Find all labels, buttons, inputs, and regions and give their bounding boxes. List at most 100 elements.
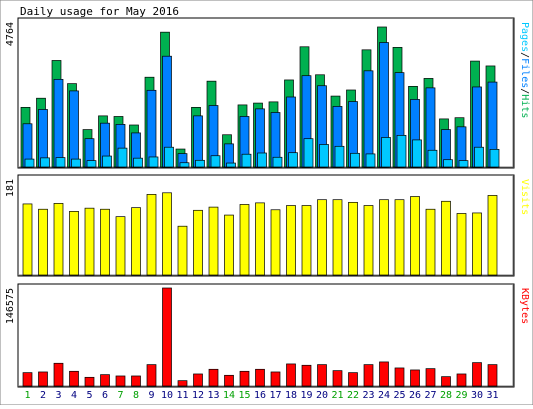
x-tick-label-day-29: 29: [455, 390, 467, 401]
y-max-label-2: 181: [5, 179, 16, 197]
kbytes-bar-day-14: [224, 374, 234, 387]
x-tick-label-day-2: 2: [40, 390, 46, 401]
side-label-part: /: [519, 88, 530, 94]
visits-bar-day-20: [317, 199, 327, 276]
side-label-3: KBytes: [519, 288, 530, 324]
x-tick-label-day-14: 14: [223, 390, 235, 401]
visits-bar-day-13: [208, 206, 219, 276]
visits-bar-day-27: [425, 208, 436, 276]
x-tick-label-day-9: 9: [148, 390, 154, 401]
x-tick-label-day-22: 22: [347, 390, 359, 401]
pages-bar-day-20: [319, 144, 329, 168]
x-tick-label-day-21: 21: [331, 390, 343, 401]
pages-bar-day-23: [365, 153, 376, 168]
visits-bar-day-21: [332, 199, 343, 276]
visits-bar-day-16: [255, 202, 265, 276]
pages-bar-day-24: [381, 137, 391, 168]
side-label-1: Pages/Files/Hits: [519, 22, 530, 118]
kbytes-bar-day-9: [146, 364, 157, 387]
visits-bar-day-24: [379, 199, 389, 276]
kbytes-bar-day-29: [456, 373, 467, 387]
x-tick-label-day-11: 11: [176, 390, 188, 401]
visits-bar-day-18: [286, 205, 296, 276]
files-bar-day-23: [363, 70, 374, 168]
side-label-2: Visits: [519, 179, 530, 215]
kbytes-bar-day-5: [84, 376, 95, 387]
pages-bar-day-11: [179, 162, 190, 168]
pages-bar-day-9: [148, 156, 159, 168]
kbytes-bar-day-31: [487, 364, 498, 387]
kbytes-bar-day-15: [239, 370, 250, 387]
visits-bar-day-12: [193, 209, 203, 276]
kbytes-bar-day-1: [22, 372, 33, 387]
pages-bar-day-27: [427, 149, 438, 168]
kbytes-bar-day-30: [472, 362, 482, 387]
visits-bar-day-15: [239, 204, 250, 276]
visits-bar-day-28: [441, 200, 451, 276]
pages-bar-day-17: [272, 156, 283, 168]
files-bar-day-3: [53, 78, 64, 168]
pages-bar-day-4: [71, 158, 81, 168]
x-tick-label-day-20: 20: [316, 390, 328, 401]
pages-bar-day-28: [443, 159, 453, 168]
visits-bar-day-2: [38, 208, 48, 276]
kbytes-bar-day-11: [177, 380, 188, 387]
x-tick-label-day-28: 28: [440, 390, 452, 401]
pages-bar-day-21: [334, 145, 345, 168]
visits-bar-day-14: [224, 214, 234, 276]
kbytes-bar-day-10: [162, 287, 172, 387]
side-label-part: Visits: [519, 179, 530, 215]
y-max-label-3: 146575: [5, 288, 16, 324]
kbytes-bar-day-22: [348, 372, 358, 387]
visits-bar-day-7: [115, 216, 126, 276]
x-tick-label-day-23: 23: [362, 390, 374, 401]
x-tick-label-day-25: 25: [393, 390, 405, 401]
side-label-part: Pages: [519, 22, 530, 52]
kbytes-bar-day-17: [270, 371, 281, 387]
x-tick-label-day-6: 6: [102, 390, 108, 401]
pages-bar-day-8: [133, 157, 143, 168]
visits-bar-day-22: [348, 201, 358, 276]
pages-bar-day-18: [288, 152, 298, 168]
kbytes-bar-day-27: [425, 368, 436, 387]
kbytes-bar-day-8: [131, 375, 141, 387]
visits-bar-day-11: [177, 225, 188, 276]
x-tick-label-day-10: 10: [161, 390, 173, 401]
pages-bar-day-5: [86, 160, 97, 168]
visits-bar-day-10: [162, 192, 172, 276]
pages-bar-day-19: [303, 138, 314, 168]
pages-bar-day-26: [412, 139, 422, 168]
x-tick-label-day-4: 4: [71, 390, 77, 401]
visits-bar-day-17: [270, 209, 281, 276]
x-tick-label-day-18: 18: [285, 390, 297, 401]
visits-bar-day-3: [53, 203, 64, 276]
kbytes-bar-day-2: [38, 371, 48, 387]
files-bar-day-4: [69, 90, 79, 168]
side-label-part: /: [519, 52, 530, 58]
x-tick-label-day-7: 7: [117, 390, 123, 401]
kbytes-bar-day-16: [255, 368, 265, 387]
x-tick-label-day-27: 27: [424, 390, 436, 401]
x-tick-label-day-3: 3: [55, 390, 61, 401]
kbytes-bar-day-18: [286, 363, 296, 387]
kbytes-bar-day-28: [441, 376, 451, 387]
kbytes-bar-day-25: [394, 367, 405, 387]
pages-bar-day-14: [226, 162, 236, 168]
side-label-part: Hits: [519, 94, 530, 118]
visits-bar-day-29: [456, 213, 467, 276]
pages-bar-day-22: [350, 152, 360, 168]
kbytes-bar-day-19: [301, 364, 312, 387]
x-tick-label-day-5: 5: [86, 390, 92, 401]
x-tick-label-day-30: 30: [471, 390, 483, 401]
pages-bar-day-3: [55, 157, 66, 168]
pages-bar-day-7: [117, 147, 128, 168]
pages-bar-day-30: [474, 146, 484, 168]
side-label-part: Files: [519, 58, 530, 88]
pages-bar-day-25: [396, 134, 407, 168]
kbytes-bar-day-13: [208, 368, 219, 387]
x-tick-label-day-19: 19: [300, 390, 312, 401]
visits-bar-day-19: [301, 205, 312, 276]
x-tick-label-day-13: 13: [207, 390, 219, 401]
